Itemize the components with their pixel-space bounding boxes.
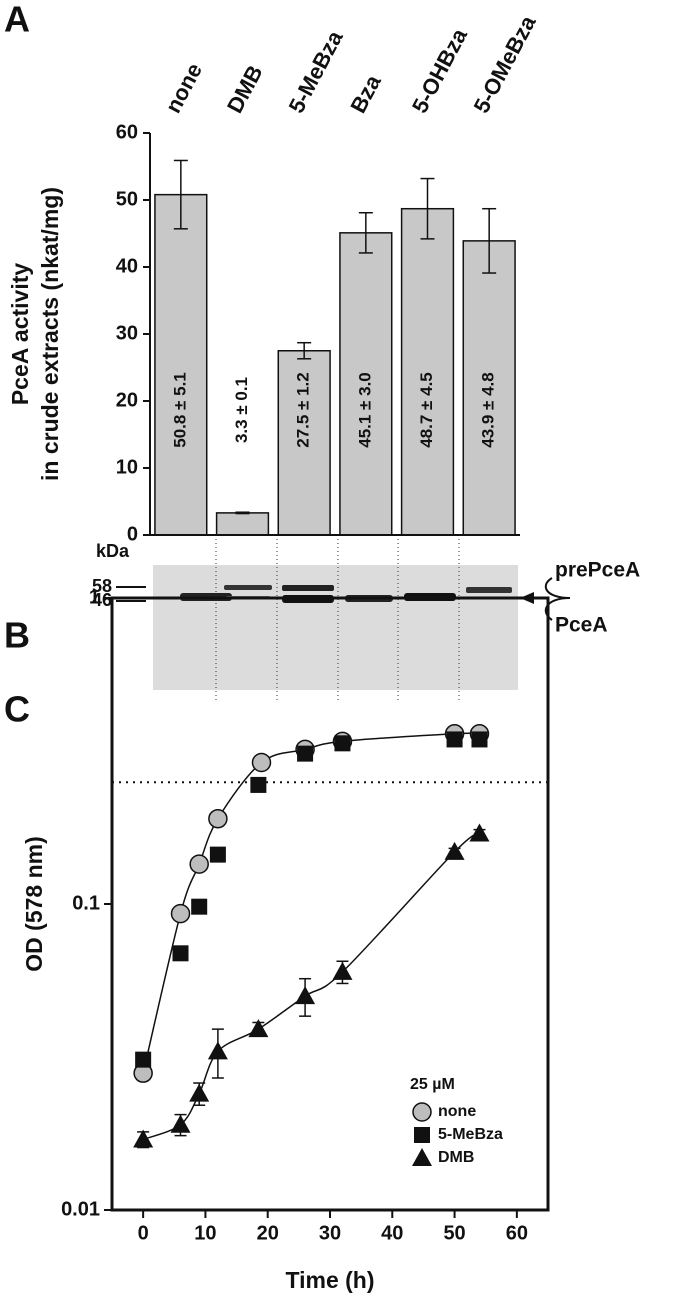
- gel-label: PceA: [555, 614, 608, 637]
- x-tick-label: Bza: [345, 70, 386, 117]
- point: [209, 846, 226, 863]
- panel-label: C: [4, 689, 30, 730]
- bar: [400, 207, 455, 536]
- y-axis-label: in crude extracts (nkat/mg): [37, 187, 63, 481]
- x-tick-label: 40: [381, 1222, 403, 1244]
- gel-band: [282, 585, 334, 591]
- y-tick-label: 1: [89, 586, 100, 608]
- x-axis-label: Time (h): [285, 1267, 374, 1293]
- x-tick-label: 5-OMeBza: [469, 11, 541, 117]
- y-tick-label: 0.01: [61, 1198, 100, 1220]
- value-label: 48.7 ± 4.5: [417, 372, 436, 448]
- point: [133, 1129, 154, 1148]
- value-label: 27.5 ± 1.2: [294, 372, 313, 448]
- x-tick-label: none: [160, 59, 207, 117]
- value-label: 43.9 ± 4.8: [479, 372, 498, 448]
- x-tick-label: 5-MeBza: [284, 26, 348, 117]
- value-label: 3.3 ± 0.1: [232, 377, 251, 443]
- y-tick-label: 10: [116, 456, 138, 478]
- y-axis-label: OD (578 nm): [21, 836, 47, 971]
- gel: [116, 565, 571, 690]
- y-tick-label: 20: [116, 389, 138, 411]
- panel-label: B: [4, 615, 30, 656]
- gel-label: prePceA: [555, 559, 640, 582]
- point: [251, 752, 272, 773]
- x-tick-label: 30: [319, 1222, 341, 1244]
- y-tick-label: 0: [127, 523, 138, 545]
- x-tick-label: DMB: [222, 61, 268, 117]
- point: [250, 776, 267, 793]
- point: [207, 1041, 228, 1060]
- x-tick-label: 5-OHBza: [407, 24, 472, 117]
- bar: [154, 193, 208, 536]
- point: [334, 735, 351, 752]
- y-tick-label: 50: [116, 188, 138, 210]
- point: [191, 898, 208, 915]
- gel-marker: 46: [92, 590, 112, 610]
- point: [444, 841, 465, 860]
- point: [208, 808, 228, 829]
- point: [446, 731, 463, 748]
- x-tick-label: 20: [257, 1222, 279, 1244]
- gel-marker: 58: [92, 576, 112, 596]
- point: [172, 945, 189, 962]
- point: [189, 854, 209, 874]
- value-label: 45.1 ± 3.0: [355, 372, 374, 448]
- point: [469, 823, 490, 842]
- gel-band: [466, 587, 512, 593]
- point: [170, 1114, 191, 1133]
- legend-title: 25 µM: [410, 1076, 455, 1093]
- x-tick-label: 10: [194, 1222, 216, 1244]
- bar: [462, 240, 516, 536]
- x-tick-label: 50: [443, 1222, 465, 1244]
- x-tick-label: 60: [506, 1222, 528, 1244]
- y-tick-label: 30: [116, 322, 138, 344]
- y-tick-label: 60: [116, 121, 138, 143]
- legend-label: DMB: [438, 1149, 474, 1166]
- panel-label: A: [4, 0, 30, 40]
- legend-label: none: [438, 1103, 476, 1120]
- gel-band: [224, 585, 272, 590]
- y-axis-label: PceA activity: [7, 263, 33, 406]
- value-label: 50.8 ± 5.1: [170, 372, 189, 448]
- point: [471, 731, 488, 748]
- point: [295, 986, 316, 1005]
- x-tick-label: 0: [138, 1222, 149, 1244]
- legend-marker: [412, 1148, 432, 1166]
- point: [135, 1051, 152, 1068]
- gel-unit: kDa: [96, 541, 130, 561]
- point: [332, 961, 353, 980]
- legend-label: 5-MeBza: [438, 1126, 503, 1143]
- legend-marker: [414, 1127, 430, 1143]
- point: [170, 903, 191, 924]
- point: [248, 1019, 269, 1038]
- point: [189, 1083, 210, 1102]
- bar: [215, 512, 270, 536]
- y-tick-label: 40: [116, 255, 138, 277]
- y-tick-label: 0.1: [72, 892, 100, 914]
- legend-marker: [412, 1102, 432, 1122]
- fit-curve: [142, 832, 480, 1141]
- gel-background: [153, 565, 518, 690]
- point: [297, 745, 314, 762]
